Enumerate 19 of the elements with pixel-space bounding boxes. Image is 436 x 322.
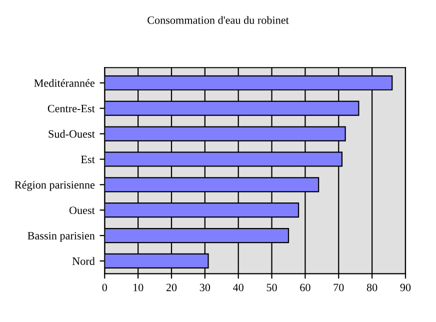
y-tick-label: Meditérannée (34, 79, 95, 87)
y-tick-label: Bassin parisien (28, 232, 95, 242)
x-tick-label: 60 (300, 284, 310, 292)
x-tick-label: 80 (366, 284, 378, 292)
x-tick-label: 90 (400, 284, 411, 292)
chart-title: Consommation d'eau du robinet (148, 16, 289, 24)
x-tick-label: 10 (133, 284, 144, 292)
y-tick-label: Est (81, 156, 95, 164)
y-tick-label: Centre-Est (48, 104, 95, 112)
x-tick-label: 70 (334, 284, 344, 292)
y-tick-label: Nord (72, 257, 95, 265)
x-tick-label: 20 (166, 284, 177, 292)
x-tick-label: 30 (200, 284, 210, 292)
y-tick-label: Sud-Ouest (48, 130, 95, 138)
y-tick-label: Ouest (69, 206, 95, 214)
y-tick-label: Région parisienne (14, 180, 95, 191)
x-tick-label: 40 (233, 284, 244, 292)
x-tick-label: 50 (266, 284, 277, 292)
x-tick-label: 0 (102, 284, 107, 292)
